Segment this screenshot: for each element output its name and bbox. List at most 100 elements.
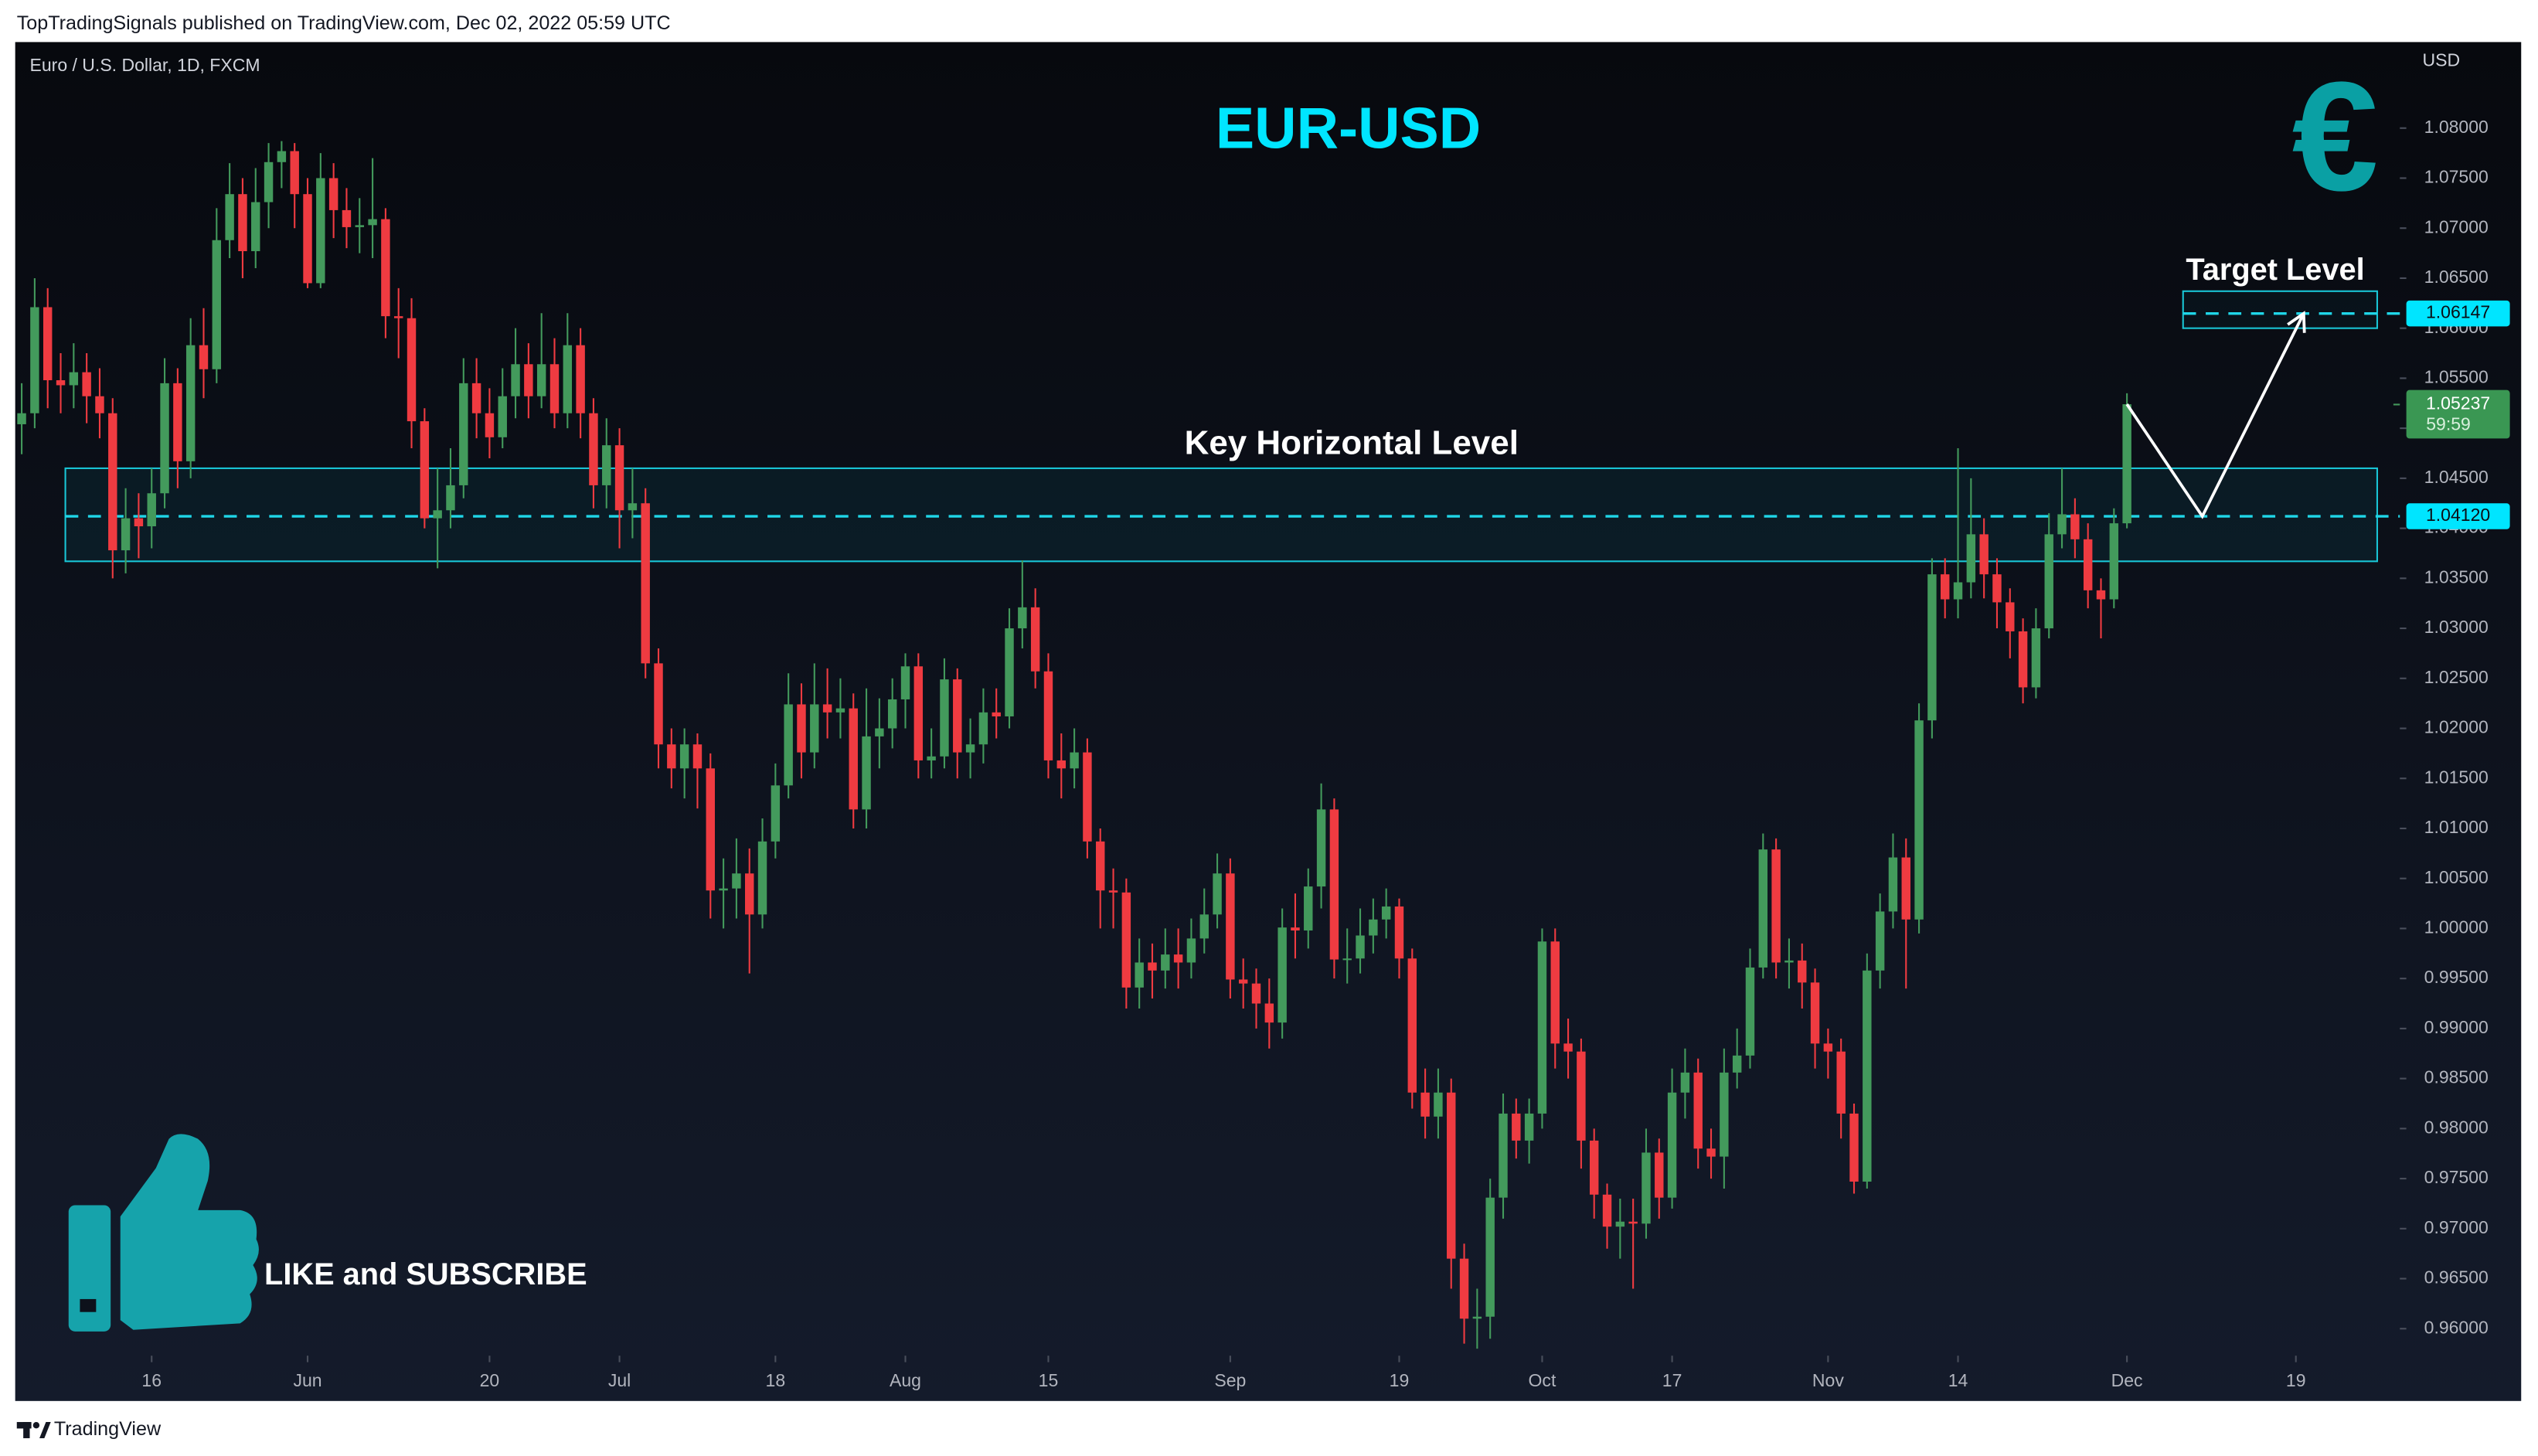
thumbs-up-icon	[68, 1134, 259, 1332]
candle-body	[1524, 1113, 1534, 1141]
arrow-head	[2287, 311, 2306, 333]
candle-body	[368, 219, 377, 226]
candle-body	[524, 364, 533, 396]
y-tick-label: 0.97500	[2424, 1167, 2489, 1187]
candle-body	[1615, 1221, 1625, 1227]
candle-body	[290, 151, 299, 195]
candle-body	[1186, 938, 1196, 963]
candle-body	[1758, 849, 1768, 968]
publish-header: TopTradingSignals published on TradingVi…	[17, 12, 671, 34]
candle-body	[446, 485, 455, 511]
candle-body	[797, 704, 806, 753]
candle-body	[238, 194, 247, 251]
candle-body	[849, 708, 858, 810]
candle-body	[1836, 1051, 1846, 1114]
y-tick-label: 1.05500	[2424, 366, 2489, 386]
candle-body	[1810, 982, 1820, 1044]
candle-body	[1434, 1092, 1443, 1117]
level-axis-tag	[2406, 503, 2510, 529]
candle-body	[1304, 886, 1313, 931]
candle-body	[2070, 514, 2080, 539]
candle-body	[1745, 967, 1755, 1056]
candle-body	[2018, 631, 2028, 688]
y-tick-label: 1.03500	[2424, 566, 2489, 587]
candle-body	[1680, 1072, 1690, 1093]
x-tick-label: 17	[1662, 1370, 1682, 1390]
candle-body	[2006, 602, 2015, 631]
y-tick-label: 0.96500	[2424, 1267, 2489, 1288]
candle-body	[173, 383, 182, 461]
candle-body	[1589, 1140, 1599, 1195]
candle-body	[927, 756, 936, 760]
candle-body	[147, 493, 156, 527]
candle-body	[303, 194, 312, 284]
chart-panel	[15, 42, 2522, 1401]
candle-body	[589, 413, 598, 485]
candle-body	[887, 699, 897, 729]
candle-body	[706, 768, 715, 891]
candle-body	[1251, 983, 1261, 1004]
candle-body	[1927, 574, 1937, 721]
candle-body	[511, 364, 520, 396]
candle-body	[1329, 809, 1339, 960]
candle-body	[1264, 1003, 1274, 1023]
candle-body	[1499, 1113, 1508, 1198]
candle-body	[1914, 720, 1924, 920]
chart-title: EUR-USD	[1216, 96, 1481, 161]
candle-body	[992, 712, 1001, 716]
candle-body	[471, 383, 481, 413]
candle-body	[576, 345, 585, 413]
candle-body	[108, 413, 117, 551]
candle-body	[822, 704, 832, 713]
x-tick-label: Nov	[1812, 1370, 1844, 1390]
candle-body	[1798, 960, 1807, 983]
candle-body	[1459, 1258, 1469, 1319]
candle-body	[1278, 927, 1287, 1023]
candle-body	[30, 307, 39, 413]
candle-body	[1863, 970, 1872, 1182]
candles	[17, 141, 2131, 1349]
candle-body	[1537, 941, 1547, 1114]
candle-body	[1135, 962, 1144, 988]
x-tick-label: Jun	[293, 1370, 322, 1390]
candle-body	[1226, 873, 1235, 980]
candle-body	[719, 888, 728, 891]
candle-body	[1888, 857, 1898, 912]
candle-body	[1512, 1113, 1521, 1141]
zone-box	[2182, 290, 2378, 329]
candle-body	[641, 503, 650, 664]
candle-body	[1407, 958, 1417, 1093]
candle-body	[1173, 954, 1183, 963]
candle-body	[433, 510, 442, 519]
candle-body	[654, 663, 663, 745]
y-tick-label: 1.07000	[2424, 216, 2489, 236]
y-tick-label: 1.03000	[2424, 617, 2489, 637]
y-tick-label: 1.06500	[2424, 267, 2489, 287]
candle-body	[393, 316, 403, 318]
candle-body	[1381, 906, 1391, 920]
candle-body	[1121, 892, 1131, 988]
candle-body	[199, 345, 209, 369]
candle-body	[420, 421, 430, 519]
candle-body	[381, 219, 390, 317]
x-tick-label: 19	[1390, 1370, 1410, 1390]
y-tick-label: 0.99000	[2424, 1017, 2489, 1037]
candle-body	[978, 712, 988, 745]
y-tick-label: 1.01500	[2424, 767, 2489, 787]
last-price-label: 1.05237	[2426, 393, 2490, 413]
y-tick-label: 1.02000	[2424, 717, 2489, 737]
candle-body	[328, 178, 339, 210]
x-tick-label: Oct	[1529, 1370, 1556, 1390]
logo-part	[39, 1422, 51, 1438]
candle-body	[1823, 1043, 1833, 1052]
candle-body	[251, 202, 260, 251]
euro-logo: €	[2292, 49, 2379, 223]
candle-body	[1356, 935, 1365, 959]
candle-body	[1096, 841, 1105, 891]
x-tick-label: 19	[2286, 1370, 2306, 1390]
candle-body	[953, 679, 962, 753]
candle-body	[862, 736, 871, 810]
candle-body	[2096, 590, 2106, 600]
candle-body	[784, 704, 793, 786]
